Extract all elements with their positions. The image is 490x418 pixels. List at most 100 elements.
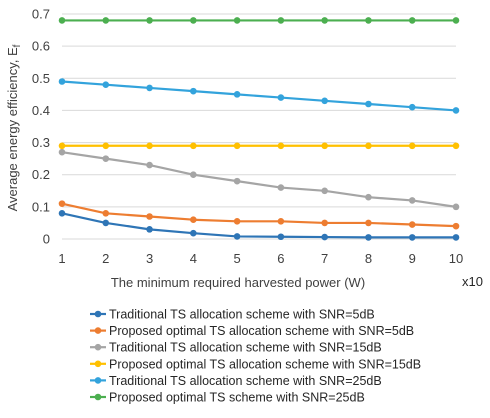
x-tick-label: 1 (58, 251, 65, 266)
data-point (277, 233, 285, 241)
data-point (102, 17, 110, 24)
x-axis-label: The minimum required harvested power (W) (111, 275, 365, 290)
y-tick-label: 0.6 (32, 39, 50, 54)
series-line (61, 80, 457, 112)
y-tick-label: 0.7 (32, 7, 50, 22)
data-point (452, 17, 460, 24)
legend-item: Traditional TS allocation scheme with SN… (90, 308, 375, 322)
gridlines (62, 13, 456, 240)
legend-item: Proposed optimal TS allocation scheme wi… (90, 324, 414, 338)
data-point (58, 148, 66, 156)
legend-label: Proposed optimal TS allocation scheme wi… (109, 357, 421, 371)
data-point (58, 17, 66, 24)
x-tick-label: 2 (102, 251, 109, 266)
legend-label: Proposed optimal TS scheme with SNR=25dB (109, 391, 365, 405)
data-point (452, 107, 460, 114)
data-point (321, 142, 328, 150)
data-point (452, 222, 460, 230)
data-point (146, 142, 153, 150)
legend-swatch-marker (94, 393, 102, 401)
data-point (190, 216, 197, 224)
data-point (365, 100, 372, 108)
data-point (233, 91, 241, 98)
series-group (58, 17, 460, 241)
data-point (277, 218, 285, 225)
legend-label: Traditional TS allocation scheme with SN… (109, 374, 382, 388)
legend-swatch-marker (94, 377, 102, 384)
data-point (365, 219, 372, 227)
y-tick-label: 0.4 (32, 103, 50, 118)
data-point (58, 78, 66, 85)
data-point (408, 103, 416, 111)
data-point (452, 142, 460, 150)
data-point (190, 171, 197, 179)
data-point (233, 17, 241, 24)
y-tick-labels: 0 0.1 0.2 0.3 0.4 0.5 0.6 0.7 (32, 7, 50, 247)
series-line (61, 151, 457, 208)
data-point (408, 234, 416, 241)
data-point (233, 218, 241, 225)
legend-label: Traditional TS allocation scheme with SN… (109, 308, 375, 322)
data-point (146, 84, 153, 92)
data-point (102, 209, 110, 217)
data-point (58, 200, 66, 207)
x-tick-labels: 1 2 3 4 5 6 7 8 9 10 (58, 251, 463, 266)
series-1 (58, 209, 460, 241)
data-point (277, 17, 285, 24)
data-point (365, 142, 372, 150)
data-point (146, 226, 153, 233)
data-point (233, 142, 241, 150)
x-tick-label: 6 (277, 251, 284, 266)
legend-swatch-marker (94, 327, 102, 334)
data-point (365, 234, 372, 241)
data-point (408, 221, 416, 228)
data-point (190, 229, 197, 237)
y-tick-label: 0.5 (32, 71, 50, 86)
series-2 (58, 200, 460, 230)
y-tick-label: 0.2 (32, 167, 50, 182)
y-tick-label: 0.1 (32, 199, 50, 214)
x-tick-label: 10 (449, 251, 463, 266)
legend-swatch-marker (94, 343, 102, 351)
data-point (277, 184, 285, 191)
legend-item: Proposed optimal TS allocation scheme wi… (90, 357, 421, 371)
data-point (452, 203, 460, 211)
data-point (146, 161, 153, 169)
data-point (321, 97, 328, 105)
data-point (452, 234, 460, 241)
series-4 (58, 142, 460, 150)
legend: Traditional TS allocation scheme with SN… (90, 308, 421, 405)
data-point (58, 142, 66, 150)
legend-swatch-marker (94, 310, 102, 318)
data-point (190, 17, 197, 24)
data-point (233, 233, 241, 240)
legend-item: Traditional TS allocation scheme with SN… (90, 374, 382, 388)
data-point (408, 17, 416, 24)
data-point (321, 187, 328, 195)
x-tick-label: 8 (365, 251, 372, 266)
data-point (102, 155, 110, 162)
y-axis-label: Average energy efficiency, Ef (5, 44, 23, 211)
data-point (190, 87, 197, 95)
data-point (365, 193, 372, 201)
data-point (102, 81, 110, 89)
series-3 (58, 148, 460, 211)
y-tick-label: 0.3 (32, 135, 50, 150)
data-point (146, 213, 153, 220)
x-tick-label: 3 (146, 251, 153, 266)
x-tick-label: 4 (190, 251, 197, 266)
x-tick-label: 7 (321, 251, 328, 266)
x-tick-label: 9 (409, 251, 416, 266)
data-point (365, 17, 372, 24)
x-axis-multiplier: x10 (462, 274, 483, 289)
x-tick-label: 5 (233, 251, 240, 266)
series-5 (58, 78, 460, 114)
data-point (190, 142, 197, 150)
data-point (408, 197, 416, 204)
series-6 (58, 17, 460, 24)
data-point (102, 142, 110, 150)
data-point (321, 233, 328, 241)
data-point (233, 177, 241, 185)
data-point (277, 142, 285, 150)
